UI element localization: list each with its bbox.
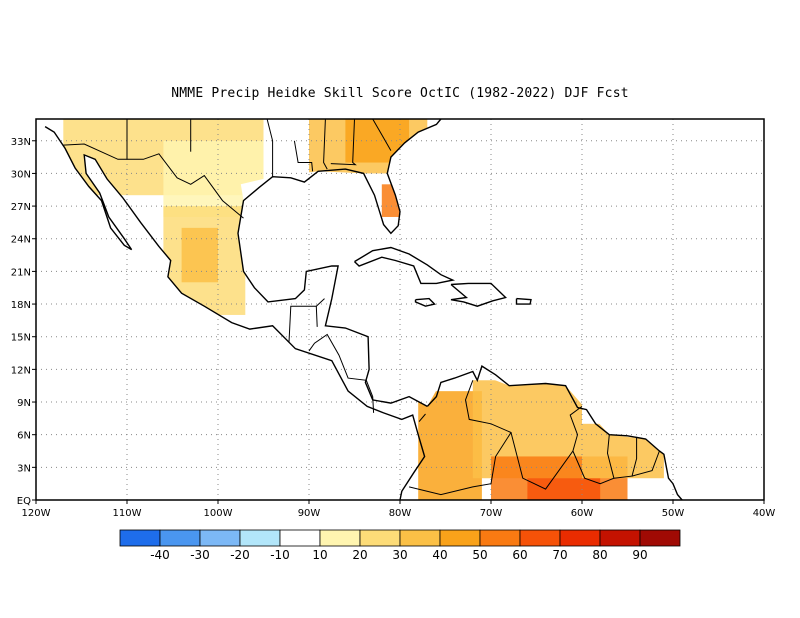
colorbar-swatch-2 [199, 529, 241, 547]
lon-tick-label-7: 50W [662, 508, 685, 519]
border-5 [408, 380, 512, 496]
lat-tick-label-4: 21N [11, 267, 31, 278]
coastline-4 [450, 282, 507, 307]
lon-tick-label-4: 80W [389, 508, 412, 519]
border-13 [293, 140, 314, 172]
lon-tick-label-5: 70W [480, 508, 503, 519]
lat-tick-label-3: 24N [11, 235, 31, 246]
border-0 [63, 143, 244, 219]
colorbar-swatch-8 [439, 529, 481, 547]
lat-tick-label-10: 3N [17, 463, 31, 474]
skill-cell-7 [418, 391, 482, 500]
skill-cell-3 [181, 227, 218, 283]
border-9 [631, 450, 660, 477]
lat-tick-label-0: 33N [11, 137, 31, 148]
colorbar-swatch-4 [279, 529, 321, 547]
colorbar-swatch-9 [479, 529, 521, 547]
border-15 [330, 118, 357, 166]
border-4 [418, 413, 426, 422]
colorbar-swatch-13 [639, 529, 681, 547]
colorbar-label-2: -20 [230, 548, 250, 562]
lon-tick-label-6: 60W [571, 508, 594, 519]
colorbar-label-7: 40 [432, 548, 447, 562]
coastline-5 [414, 297, 436, 307]
border-1 [288, 305, 318, 343]
lat-tick-label-1: 30N [11, 169, 31, 180]
colorbar-label-10: 70 [552, 548, 567, 562]
colorbar-label-12: 90 [632, 548, 647, 562]
ocean-mask-1 [325, 119, 764, 500]
skill-cell-10 [527, 478, 601, 500]
lat-tick-label-9: 6N [17, 431, 31, 442]
colorbar-label-5: 20 [352, 548, 367, 562]
lat-tick-label-6: 15N [11, 333, 31, 344]
border-3 [308, 333, 375, 413]
border-2 [315, 298, 325, 307]
colorbar-label-1: -30 [190, 548, 210, 562]
lat-tick-label-11: EQ [17, 496, 31, 507]
lat-tick-label-5: 18N [11, 300, 31, 311]
colorbar-swatch-7 [399, 529, 441, 547]
ocean-mask-2 [36, 119, 419, 500]
colorbar-swatch-3 [239, 529, 281, 547]
colorbar-swatch-11 [559, 529, 601, 547]
colorbar-label-3: -10 [270, 548, 290, 562]
border-16 [372, 118, 392, 151]
lon-tick-label-0: 120W [22, 508, 51, 519]
coastline-1 [237, 118, 442, 408]
colorbar-label-9: 60 [512, 548, 527, 562]
lon-tick-label-8: 40W [753, 508, 776, 519]
lat-tick-label-2: 27N [11, 202, 31, 213]
colorbar-label-0: -40 [150, 548, 170, 562]
colorbar-label-4: 10 [312, 548, 327, 562]
colorbar-label-8: 50 [472, 548, 487, 562]
colorbar-swatch-0 [119, 529, 161, 547]
colorbar-swatch-10 [519, 529, 561, 547]
colorbar-swatch-5 [319, 529, 361, 547]
lon-tick-label-3: 90W [298, 508, 321, 519]
border-8 [613, 438, 638, 479]
lat-tick-label-7: 12N [11, 365, 31, 376]
border-7 [572, 434, 615, 485]
coastline-6 [515, 297, 532, 305]
border-12 [266, 118, 274, 177]
border-14 [323, 118, 328, 170]
map-title: NMME Precip Heidke Skill Score OctIC (19… [171, 86, 629, 101]
colorbar-label-6: 30 [392, 548, 407, 562]
lat-tick-label-8: 9N [17, 398, 31, 409]
colorbar-swatch-6 [359, 529, 401, 547]
coastline-0 [44, 126, 426, 501]
lon-tick-label-2: 100W [204, 508, 233, 519]
colorbar-swatch-12 [599, 529, 641, 547]
coastline-2 [426, 365, 683, 501]
ocean-mask-0 [238, 171, 391, 302]
colorbar-swatch-1 [159, 529, 201, 547]
coastline-3 [354, 246, 456, 285]
lon-tick-label-1: 110W [113, 508, 142, 519]
colorbar-label-11: 80 [592, 548, 607, 562]
